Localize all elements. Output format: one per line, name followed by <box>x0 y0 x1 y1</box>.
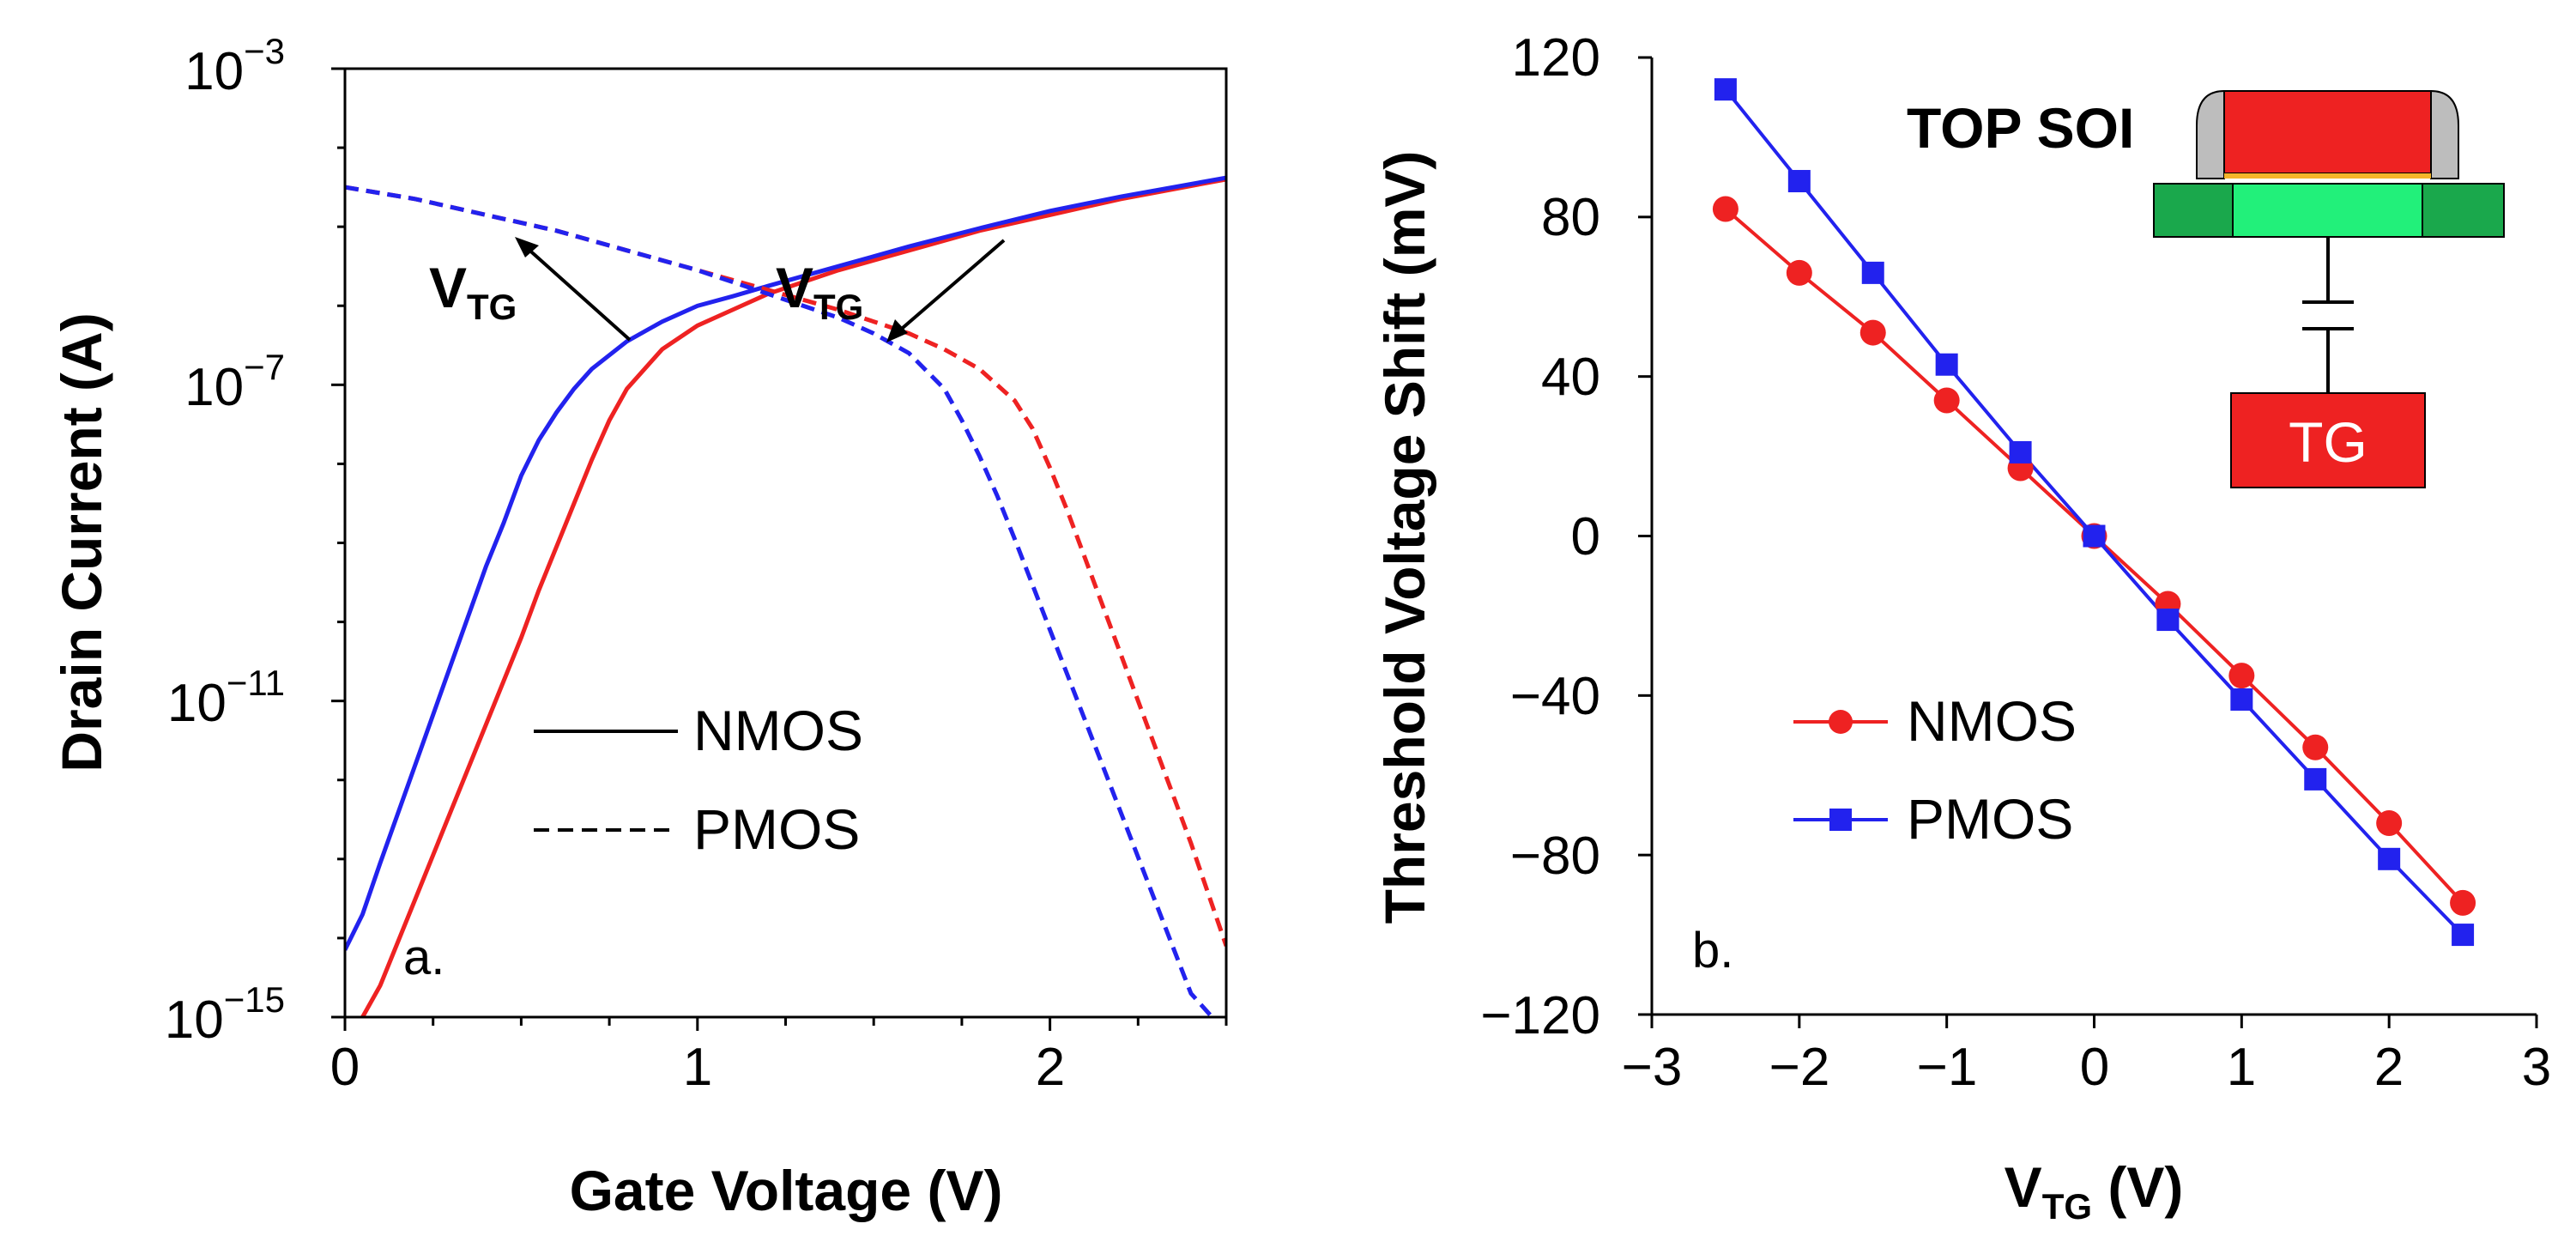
legend-pmos-label: PMOS <box>693 797 860 861</box>
panel-b-xtick-label: 0 <box>2080 1038 2109 1097</box>
panel-b-ticks <box>1638 56 2538 1028</box>
drain-region <box>2422 183 2505 238</box>
panel-a-nmos-pmos-line <box>345 175 1226 951</box>
panel-b-nmos-point <box>2450 889 2476 916</box>
panel-b-series <box>1712 78 2476 947</box>
legend-nmos-label: NMOS <box>1907 689 2077 753</box>
spacer-left <box>2196 89 2225 179</box>
panel-a-xtick-label: 0 <box>330 1038 360 1097</box>
panel-b-nmos-line <box>1724 207 2464 905</box>
panel-a-ytick-label: 10−15 <box>165 979 285 1050</box>
panel-a-series <box>345 175 1226 1017</box>
tg-label: TG <box>2289 410 2367 474</box>
panel-b-ytick-label: −40 <box>1510 667 1600 726</box>
vtg-arrow-left <box>523 245 632 342</box>
panel-b-pmos-point <box>2304 767 2327 791</box>
legend-nmos-label: NMOS <box>693 699 863 762</box>
panel-b-nmos-point <box>1786 259 1812 286</box>
tg-block <box>2230 392 2426 488</box>
panel-a-ytick-label: 10−11 <box>167 663 285 733</box>
panel-a-nmos-nmos-line <box>360 177 1226 1017</box>
panel-a: 10−15 10−11 10−7 10−3 0 1 2 Gate Voltage… <box>50 31 1228 1222</box>
spacer-right <box>2430 89 2459 179</box>
panel-b: −120 −80 −40 0 40 80 120 −3 −2 −1 0 1 2 … <box>1373 28 2551 1227</box>
panel-a-xtick-label: 2 <box>1036 1038 1065 1097</box>
panel-b-nmos-point <box>1859 319 1886 346</box>
gate-oxide <box>2224 173 2431 179</box>
channel-region <box>2232 183 2423 238</box>
panel-b-pmos-point <box>1861 261 1884 284</box>
panel-b-pmos-point <box>2156 609 2180 632</box>
panel-b-xtick-label: −2 <box>1769 1038 1830 1097</box>
panel-a-ylabel: Drain Current (A) <box>50 312 113 772</box>
gate-block <box>2223 90 2432 174</box>
panel-b-pmos-point <box>2230 688 2253 711</box>
panel-b-pmos-point <box>1714 78 1737 101</box>
top-soi-inset: TOP SOI TG <box>1907 89 2505 488</box>
panel-a-pmos-pmos-line <box>345 185 1215 1017</box>
panel-b-nmos-point <box>2376 810 2403 836</box>
vtg-arrowhead-right <box>886 319 908 342</box>
panel-b-ytick-label: 40 <box>1541 348 1600 407</box>
panel-b-label: b. <box>1692 923 1733 978</box>
panel-b-xtick-label: −3 <box>1622 1038 1683 1097</box>
panel-b-pmos-point <box>2083 524 2106 548</box>
panel-b-ytick-label: −80 <box>1510 827 1600 886</box>
vtg-annotation-left: VTG <box>429 256 517 327</box>
panel-b-xtick-label: 2 <box>2374 1038 2404 1097</box>
inset-title: TOP SOI <box>1907 96 2134 160</box>
panel-b-nmos-point <box>1712 196 1738 222</box>
vtg-arrow-right <box>895 239 1006 335</box>
panel-b-nmos-point <box>2302 734 2329 760</box>
panel-a-ticks <box>331 67 1228 1031</box>
panel-a-ytick-label: 10−3 <box>184 31 285 101</box>
panel-b-pmos-point <box>2452 924 2475 947</box>
panel-b-ytick-label: 0 <box>1571 507 1600 566</box>
panel-a-ytick-label: 10−7 <box>184 347 285 417</box>
panel-b-ytick-label: 80 <box>1541 188 1600 247</box>
legend-pmos-label: PMOS <box>1907 787 2073 851</box>
panel-b-ytick-label: −120 <box>1480 986 1600 1045</box>
panel-b-ylabel: Threshold Voltage Shift (mV) <box>1373 151 1436 924</box>
legend-pmos-marker <box>1829 809 1852 831</box>
panel-b-xlabel: VTG (V) <box>2005 1155 2184 1227</box>
legend-nmos-marker <box>1829 710 1853 734</box>
panel-b-pmos-point <box>2378 847 2401 870</box>
panel-a-xtick-label: 1 <box>683 1038 712 1097</box>
panel-b-xtick-label: −1 <box>1917 1038 1978 1097</box>
panel-b-nmos-point <box>2228 663 2255 689</box>
panel-a-label: a. <box>403 930 444 985</box>
panel-b-pmos-point <box>1787 170 1811 193</box>
source-region <box>2153 183 2234 238</box>
panel-b-xtick-label: 3 <box>2522 1038 2551 1097</box>
panel-b-pmos-point <box>1935 353 1958 376</box>
panel-b-pmos-point <box>2009 440 2032 463</box>
panel-b-ytick-label: 120 <box>1512 28 1600 88</box>
vtg-arrowhead-left <box>515 237 539 257</box>
panel-a-xlabel: Gate Voltage (V) <box>570 1159 1003 1222</box>
vtg-annotation-right: VTG <box>776 256 863 327</box>
panel-b-xtick-label: 1 <box>2227 1038 2256 1097</box>
panel-b-nmos-point <box>1933 387 1960 414</box>
